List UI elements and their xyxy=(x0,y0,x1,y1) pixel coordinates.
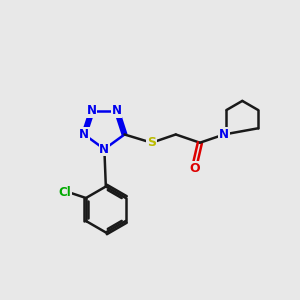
Text: N: N xyxy=(219,128,229,141)
Text: S: S xyxy=(147,136,156,149)
Text: N: N xyxy=(87,104,97,117)
Text: O: O xyxy=(189,161,200,175)
Text: Cl: Cl xyxy=(58,186,71,199)
Text: N: N xyxy=(112,104,122,117)
Text: N: N xyxy=(79,128,89,141)
Text: N: N xyxy=(99,142,110,156)
